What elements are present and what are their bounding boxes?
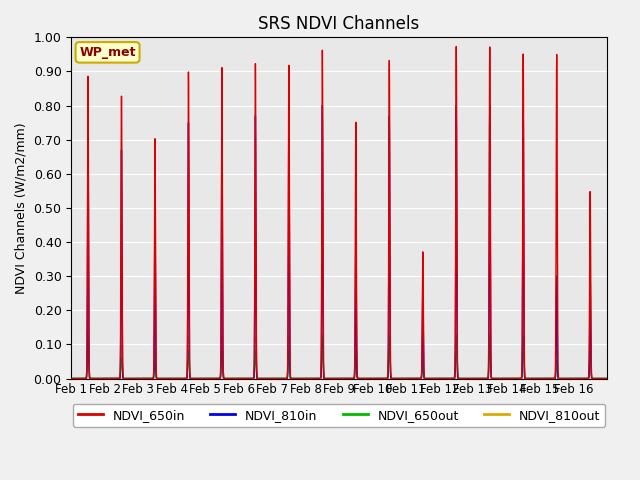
Text: WP_met: WP_met: [79, 46, 136, 59]
Title: SRS NDVI Channels: SRS NDVI Channels: [259, 15, 420, 33]
Y-axis label: NDVI Channels (W/m2/mm): NDVI Channels (W/m2/mm): [15, 122, 28, 294]
Legend: NDVI_650in, NDVI_810in, NDVI_650out, NDVI_810out: NDVI_650in, NDVI_810in, NDVI_650out, NDV…: [73, 404, 605, 427]
